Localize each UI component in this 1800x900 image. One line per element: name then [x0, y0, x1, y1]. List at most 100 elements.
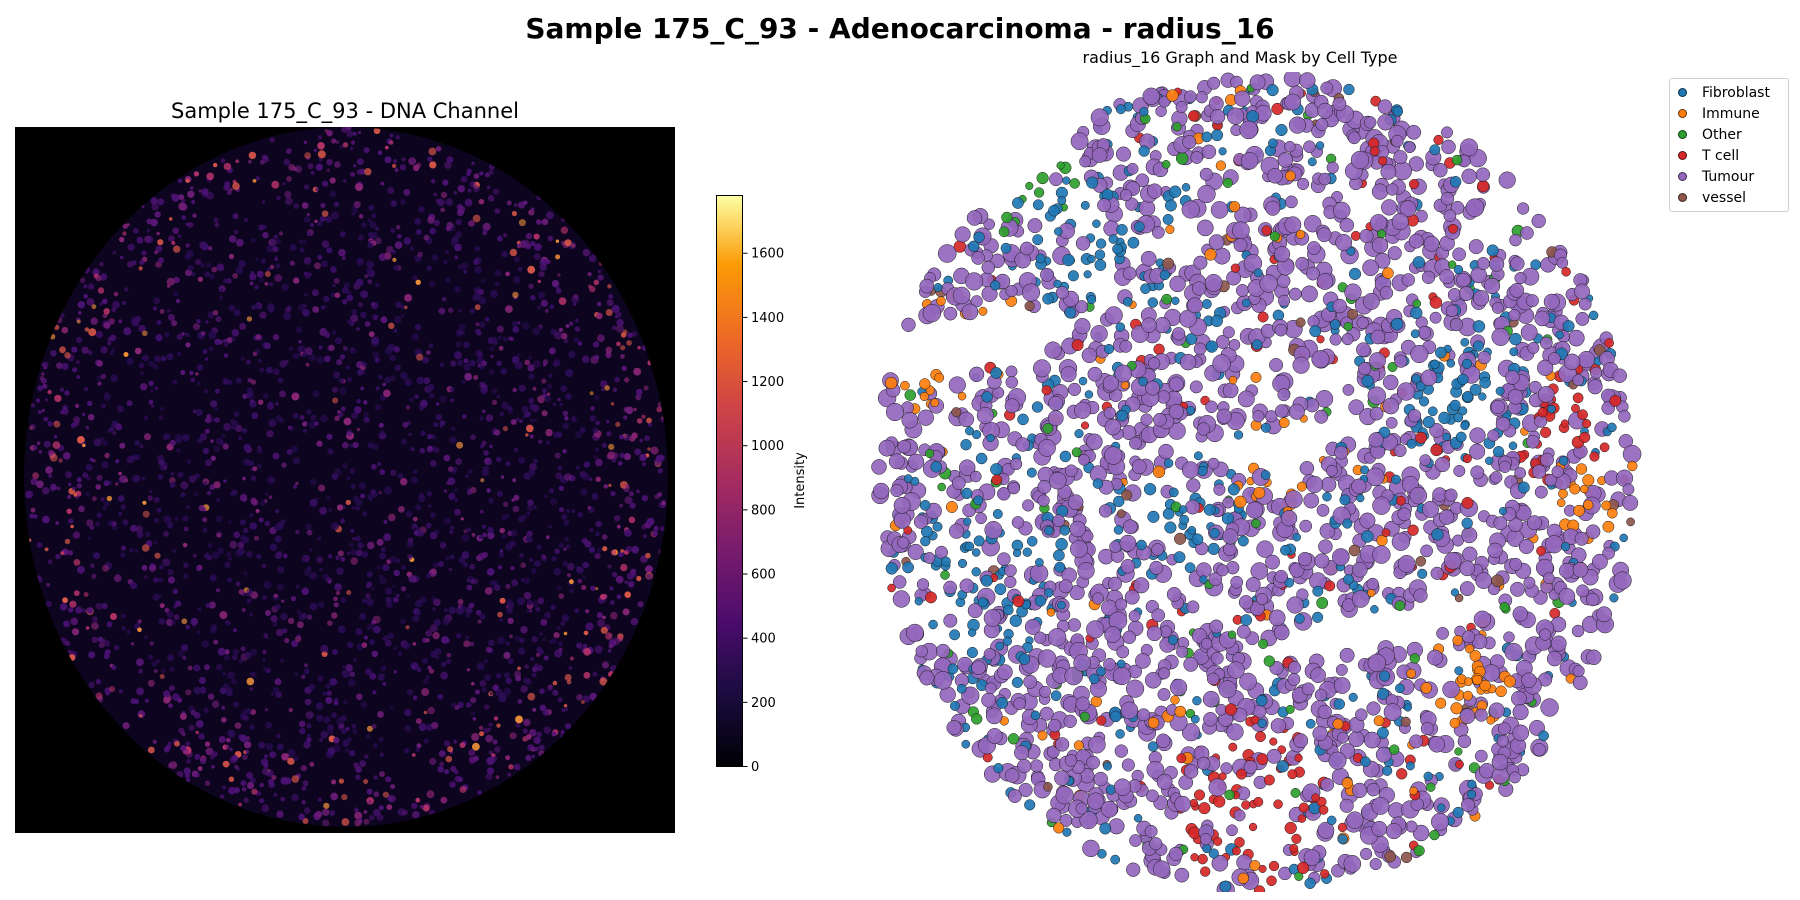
dna-nucleus [661, 501, 666, 506]
dna-nucleus [488, 169, 494, 175]
dna-nucleus [549, 304, 554, 309]
dna-nucleus [341, 670, 350, 678]
cell-t-cell [1407, 524, 1419, 536]
dna-nucleus [243, 443, 251, 452]
dna-nucleus [443, 517, 451, 525]
dna-nucleus [148, 380, 154, 387]
dna-nucleus [389, 133, 394, 138]
dna-nucleus [326, 692, 330, 696]
cell-immune [1204, 248, 1217, 261]
dna-nucleus [274, 509, 280, 514]
dna-nucleus [163, 746, 170, 753]
dna-nucleus [528, 397, 534, 404]
dna-nucleus [448, 492, 456, 500]
dna-nucleus [300, 764, 307, 772]
cell-tumour [1477, 350, 1491, 365]
dna-nucleus [538, 750, 545, 757]
dna-nucleus [118, 511, 123, 516]
dna-nucleus [176, 771, 184, 779]
dna-nucleus [601, 661, 610, 669]
dna-nucleus [292, 412, 299, 419]
dna-nucleus [25, 490, 33, 499]
dna-nucleus [499, 597, 506, 604]
dna-nucleus [552, 402, 557, 407]
dna-nucleus [303, 668, 310, 675]
cell-tumour [1382, 397, 1400, 415]
cell-tumour [1115, 146, 1132, 162]
dna-nucleus [258, 399, 264, 405]
dna-nucleus [295, 529, 300, 535]
cell-tumour [1075, 300, 1089, 314]
dna-nucleus [468, 220, 475, 227]
cell-tumour [1151, 225, 1165, 239]
dna-nucleus [289, 244, 297, 251]
cell-tumour [1483, 277, 1501, 295]
dna-nucleus [427, 445, 433, 451]
dna-nucleus [195, 565, 202, 572]
dna-nucleus [134, 440, 140, 446]
dna-nucleus [481, 468, 489, 477]
dna-nucleus [573, 294, 579, 300]
dna-nucleus [284, 777, 292, 785]
dna-nucleus [582, 248, 591, 257]
dna-nucleus [77, 301, 85, 309]
dna-nucleus [49, 453, 58, 462]
dna-nucleus [301, 352, 307, 358]
dna-nucleus [291, 640, 299, 648]
cell-t-cell [1271, 102, 1284, 115]
dna-nucleus [371, 723, 377, 729]
dna-nucleus [205, 603, 211, 608]
cell-tumour [958, 411, 975, 428]
dna-nucleus [498, 694, 507, 703]
dna-nucleus [95, 602, 103, 610]
dna-nucleus [331, 712, 337, 719]
dna-nucleus [122, 223, 128, 229]
dna-nucleus [591, 492, 599, 501]
dna-nucleus [123, 327, 132, 336]
dna-nucleus [654, 458, 662, 466]
dna-nucleus [357, 369, 364, 376]
dna-nucleus [313, 148, 318, 152]
dna-nucleus [154, 552, 161, 559]
cell-graph-svg [871, 69, 1642, 899]
dna-nucleus [400, 313, 405, 318]
cell-t-cell [1540, 426, 1552, 438]
dna-nucleus [388, 322, 395, 329]
dna-nucleus [440, 796, 448, 804]
dna-nucleus [336, 567, 344, 575]
dna-nucleus [237, 541, 245, 549]
cell-tumour [1316, 227, 1332, 243]
dna-nucleus [397, 234, 402, 239]
dna-nucleus [433, 219, 440, 227]
dna-nucleus [346, 590, 352, 595]
dna-nucleus [644, 435, 650, 441]
dna-nucleus [294, 672, 299, 677]
dna-nucleus [107, 337, 112, 342]
dna-nucleus [380, 316, 388, 324]
dna-nucleus [480, 386, 488, 395]
cell-tumour [1037, 480, 1052, 494]
dna-nucleus [303, 807, 311, 814]
cell-t-cell [1096, 715, 1107, 726]
dna-nucleus [97, 287, 105, 294]
dna-nucleus [562, 561, 568, 567]
dna-nucleus [282, 553, 288, 559]
cell-tumour [943, 306, 958, 321]
dna-nucleus [435, 146, 442, 152]
cell-fibroblast [1312, 611, 1324, 623]
dna-nucleus [357, 234, 364, 241]
cell-fibroblast [956, 683, 967, 694]
dna-nucleus [210, 455, 216, 461]
dna-nucleus [531, 207, 535, 211]
dna-nucleus [64, 390, 70, 396]
dna-nucleus [262, 658, 266, 662]
dna-nucleus [71, 346, 78, 353]
dna-nucleus [68, 518, 74, 524]
dna-nucleus [331, 612, 338, 619]
dna-nucleus [131, 642, 135, 646]
dna-nucleus [362, 598, 367, 603]
dna-nucleus [293, 755, 299, 762]
dna-nucleus [393, 646, 397, 651]
cell-tumour [1168, 376, 1184, 392]
dna-nucleus [546, 383, 553, 390]
